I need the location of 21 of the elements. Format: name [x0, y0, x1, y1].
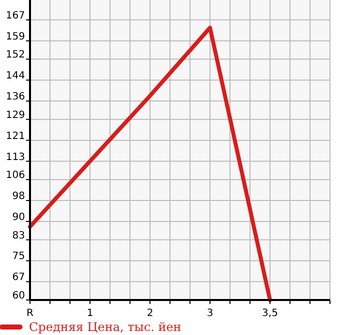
y-tick-label: 98 [12, 191, 25, 202]
x-tick-label: 1 [86, 308, 94, 319]
y-tick-label: 144 [6, 70, 25, 82]
y-tick-label: 167 [6, 10, 25, 22]
y-tick-label: 129 [6, 110, 25, 121]
legend-label: Средняя Цена, тыс. йен [29, 320, 182, 334]
y-tick-label: 113 [6, 152, 25, 163]
y-tick-label: 136 [6, 92, 25, 103]
y-tick-label: 152 [6, 50, 25, 61]
x-tick-label: R [26, 308, 34, 319]
x-tick-label: 3,5 [262, 308, 278, 319]
y-tick-label: 106 [6, 170, 25, 182]
x-tick-label: 2 [146, 308, 154, 319]
y-tick-label: 121 [6, 130, 25, 142]
y-tick-label: 159 [6, 31, 25, 42]
y-tick-label: 90 [12, 212, 25, 223]
y-tick-label: 75 [12, 251, 25, 262]
x-tick-label: 3 [206, 308, 214, 319]
y-tick-label: 83 [12, 230, 25, 242]
y-tick-label: 60 [12, 290, 25, 302]
y-tick-label: 67 [12, 272, 25, 284]
